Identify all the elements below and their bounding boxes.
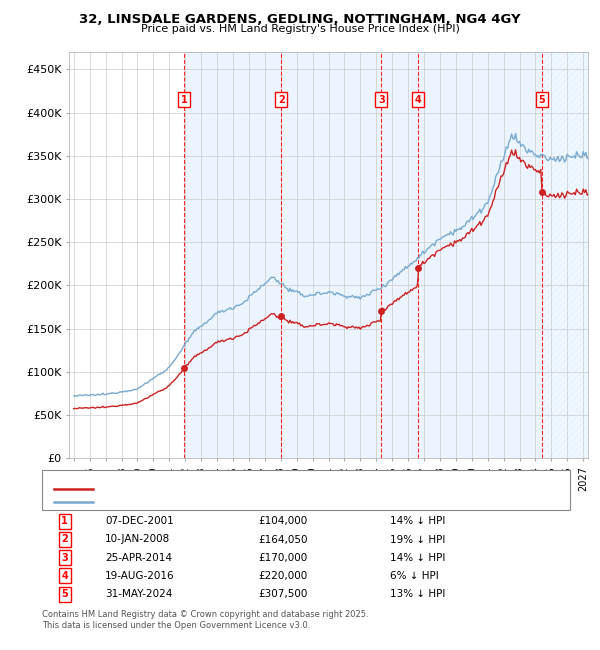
Text: 14% ↓ HPI: 14% ↓ HPI — [390, 516, 445, 526]
Text: 19-AUG-2016: 19-AUG-2016 — [105, 571, 175, 581]
Text: 19% ↓ HPI: 19% ↓ HPI — [390, 534, 445, 545]
Text: 07-DEC-2001: 07-DEC-2001 — [105, 516, 174, 526]
Bar — [281, 52, 381, 458]
Text: 3: 3 — [378, 94, 385, 105]
Text: 3: 3 — [61, 552, 68, 563]
Text: £164,050: £164,050 — [258, 534, 308, 545]
Text: 6% ↓ HPI: 6% ↓ HPI — [390, 571, 439, 581]
Text: 5: 5 — [539, 94, 545, 105]
Text: HPI: Average price, detached house, Gedling: HPI: Average price, detached house, Gedl… — [99, 497, 311, 506]
Text: 10-JAN-2008: 10-JAN-2008 — [105, 534, 170, 545]
Text: This data is licensed under the Open Government Licence v3.0.: This data is licensed under the Open Gov… — [42, 621, 310, 630]
Text: 1: 1 — [181, 94, 188, 105]
Text: 31-MAY-2024: 31-MAY-2024 — [105, 589, 172, 599]
Text: 5: 5 — [61, 589, 68, 599]
Text: 1: 1 — [61, 516, 68, 526]
Bar — [184, 52, 281, 458]
Text: 2: 2 — [278, 94, 284, 105]
Text: £220,000: £220,000 — [258, 571, 307, 581]
Text: 4: 4 — [61, 571, 68, 581]
Text: £170,000: £170,000 — [258, 552, 307, 563]
Text: £307,500: £307,500 — [258, 589, 307, 599]
Text: 2: 2 — [61, 534, 68, 545]
Bar — [542, 52, 588, 458]
Text: 14% ↓ HPI: 14% ↓ HPI — [390, 552, 445, 563]
Text: Price paid vs. HM Land Registry's House Price Index (HPI): Price paid vs. HM Land Registry's House … — [140, 24, 460, 34]
Text: £104,000: £104,000 — [258, 516, 307, 526]
Text: 13% ↓ HPI: 13% ↓ HPI — [390, 589, 445, 599]
Text: 25-APR-2014: 25-APR-2014 — [105, 552, 172, 563]
Text: 32, LINSDALE GARDENS, GEDLING, NOTTINGHAM, NG4 4GY (detached house): 32, LINSDALE GARDENS, GEDLING, NOTTINGHA… — [99, 485, 466, 494]
Text: 32, LINSDALE GARDENS, GEDLING, NOTTINGHAM, NG4 4GY: 32, LINSDALE GARDENS, GEDLING, NOTTINGHA… — [79, 13, 521, 26]
Text: Contains HM Land Registry data © Crown copyright and database right 2025.: Contains HM Land Registry data © Crown c… — [42, 610, 368, 619]
Bar — [418, 52, 542, 458]
Bar — [381, 52, 418, 458]
Text: 4: 4 — [415, 94, 422, 105]
